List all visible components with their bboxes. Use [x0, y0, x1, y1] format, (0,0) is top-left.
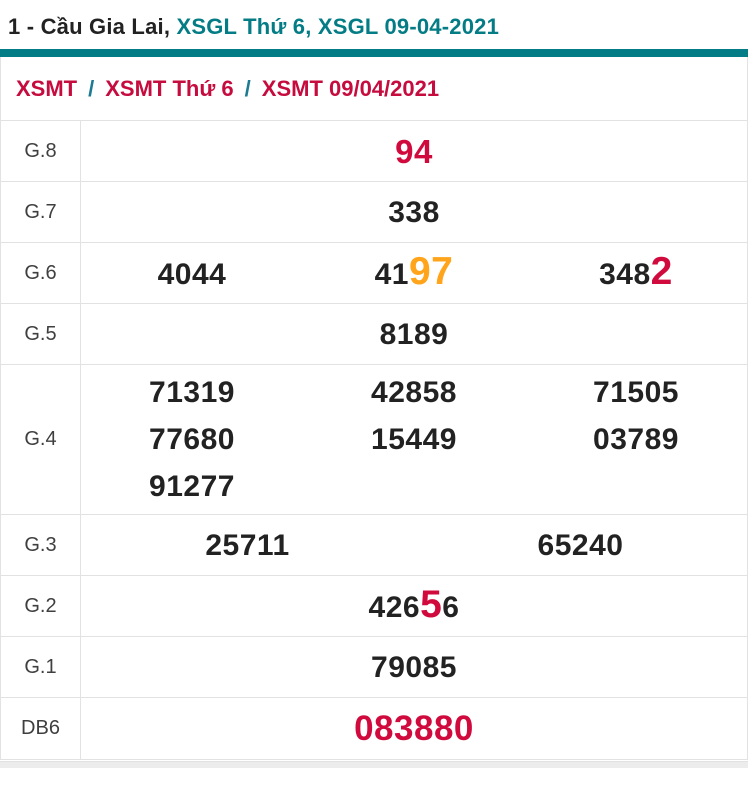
prize-row-g1: G.1 79085: [1, 637, 747, 698]
prize-digit-segment: 083880: [354, 709, 474, 748]
prize-number: 25711: [81, 522, 414, 569]
prize-row-label: G.1: [1, 637, 81, 697]
prize-number: 94: [81, 128, 747, 175]
prize-row-values: 94: [81, 121, 747, 181]
prize-number: 42858: [303, 369, 525, 416]
prize-row-g6: G.6 4044 41 97 348 2: [1, 243, 747, 304]
prize-row-label: G.5: [1, 304, 81, 364]
prize-row-values: 8189: [81, 304, 747, 364]
page-title-link-date[interactable]: XSGL 09-04-2021: [317, 14, 500, 39]
prize-line: 71319 42858 71505: [81, 369, 747, 416]
prize-number: 348 2: [525, 248, 747, 298]
breadcrumb-item-date[interactable]: XSMT 09/04/2021: [261, 75, 440, 101]
prize-row-g3: G.3 25711 65240: [1, 515, 747, 576]
prize-line: 083880: [81, 705, 747, 752]
prize-digit-segment: 348: [599, 258, 651, 291]
prize-line: 338: [81, 189, 747, 236]
prize-digit-segment: 91277: [149, 470, 235, 503]
prize-row-values: 4044 41 97 348 2: [81, 243, 747, 303]
prize-digit-segment: 03789: [593, 423, 679, 456]
prize-number: 03789: [525, 416, 747, 463]
page-title-link-weekday[interactable]: XSGL Thứ 6,: [176, 14, 312, 39]
prize-digit-segment: 25711: [205, 528, 290, 562]
prize-digit-segment: 77680: [149, 423, 235, 456]
prize-number: 79085: [81, 644, 747, 691]
prize-digit-segment: 5: [420, 583, 443, 626]
prize-line: 79085: [81, 644, 747, 691]
prize-row-label: G.8: [1, 121, 81, 181]
prize-digit-segment: 65240: [537, 528, 624, 562]
prize-row-g2: G.2 426 5 6: [1, 576, 747, 637]
prize-digit-segment: 79085: [371, 650, 457, 684]
prize-line: 77680 15449 03789: [81, 416, 747, 463]
prize-line: 4044 41 97 348 2: [81, 248, 747, 298]
prize-digit-segment: 426: [368, 591, 421, 624]
next-block-strip: [0, 761, 748, 768]
prize-number: 41 97: [303, 248, 525, 298]
prize-line: 94: [81, 128, 747, 175]
prize-number: 8189: [81, 311, 747, 358]
teal-divider-bar: [0, 49, 748, 57]
prize-row-label: G.7: [1, 182, 81, 242]
prize-number: 91277: [81, 463, 303, 510]
prize-digit-segment: 71505: [593, 376, 679, 409]
prize-number: 426 5 6: [81, 581, 747, 631]
prize-row-g4: G.4 71319 42858 71505 77680 15449 03789 91277: [1, 365, 747, 515]
breadcrumb-item-region[interactable]: XSMT: [16, 75, 78, 101]
prize-number: 4044: [81, 251, 303, 298]
prize-digit-segment: 338: [388, 195, 440, 229]
prize-row-g8: G.8 94: [1, 121, 747, 182]
page-title: 1 - Cầu Gia Lai, XSGL Thứ 6, XSGL 09-04-…: [8, 14, 755, 40]
prize-number: 77680: [81, 416, 303, 463]
prize-number: 15449: [303, 416, 525, 463]
prize-line: 8189: [81, 311, 747, 358]
prize-row-g5: G.5 8189: [1, 304, 747, 365]
prize-row-label: DB6: [1, 698, 81, 759]
prize-row-values: 426 5 6: [81, 576, 747, 636]
lottery-results-panel: XSMT / XSMT Thứ 6 / XSMT 09/04/2021 G.8 9…: [0, 57, 748, 760]
prize-digit-segment: 4044: [157, 258, 227, 291]
prize-row-db6: DB6 083880: [1, 698, 747, 759]
prize-row-values: 79085: [81, 637, 747, 697]
prize-line: 91277: [81, 463, 747, 510]
prize-row-values: 25711 65240: [81, 515, 747, 575]
prize-row-label: G.3: [1, 515, 81, 575]
prize-row-values: 083880: [81, 698, 747, 759]
prize-line: 25711 65240: [81, 522, 747, 569]
prize-number: 338: [81, 189, 747, 236]
prize-digit-segment: 97: [408, 250, 454, 293]
prize-row-values: 71319 42858 71505 77680 15449 03789 91277: [81, 365, 747, 514]
prize-row-values: 338: [81, 182, 747, 242]
breadcrumb-item-weekday[interactable]: XSMT Thứ 6: [105, 75, 234, 101]
prize-number: 083880: [81, 705, 747, 752]
prize-digit-segment: 94: [395, 132, 433, 170]
prize-number: 71505: [525, 369, 747, 416]
page-title-static: 1 - Cầu Gia Lai,: [8, 14, 171, 39]
prize-row-g7: G.7 338: [1, 182, 747, 243]
prize-row-label: G.4: [1, 365, 81, 514]
prize-digit-segment: 6: [442, 591, 460, 624]
breadcrumb-separator: /: [244, 75, 251, 101]
prize-line: 426 5 6: [81, 581, 747, 631]
prize-digit-segment: 42858: [371, 376, 457, 409]
prize-digit-segment: 8189: [379, 317, 449, 351]
prize-digit-segment: 41: [374, 258, 409, 291]
prize-row-label: G.2: [1, 576, 81, 636]
prize-digit-segment: 71319: [149, 376, 235, 409]
prize-row-label: G.6: [1, 243, 81, 303]
prize-digit-segment: 15449: [371, 423, 457, 456]
prize-rows: G.8 94 G.7 338 G.6 4044 41 97 348 2 G.5 8189 G.4 7131…: [1, 121, 747, 759]
breadcrumb: XSMT / XSMT Thứ 6 / XSMT 09/04/2021: [1, 57, 747, 121]
prize-number: 65240: [414, 522, 747, 569]
breadcrumb-separator: /: [88, 75, 95, 101]
prize-digit-segment: 2: [650, 250, 673, 293]
prize-number: 71319: [81, 369, 303, 416]
